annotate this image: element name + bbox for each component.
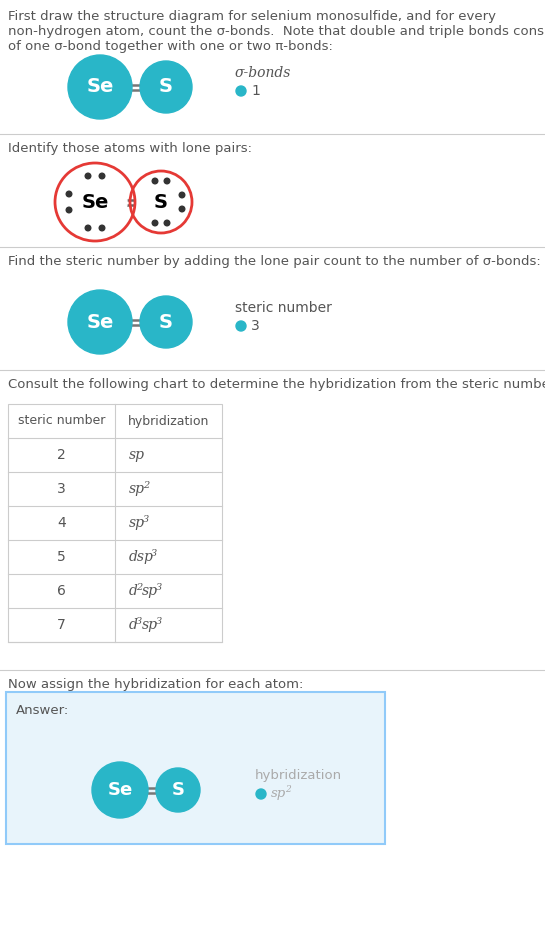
Text: Se: Se (81, 192, 108, 212)
Text: 5: 5 (57, 550, 66, 564)
Text: Se: Se (86, 77, 114, 96)
Text: 3: 3 (57, 482, 66, 496)
Text: steric number: steric number (235, 301, 332, 315)
Circle shape (156, 768, 200, 812)
FancyBboxPatch shape (6, 692, 385, 844)
Circle shape (179, 192, 185, 198)
Circle shape (135, 176, 187, 228)
Circle shape (66, 191, 72, 197)
Circle shape (99, 173, 105, 179)
Text: Find the steric number by adding the lone pair count to the number of σ-bonds:: Find the steric number by adding the lon… (8, 255, 541, 268)
Text: hybridization: hybridization (255, 770, 342, 783)
Text: Consult the following chart to determine the hybridization from the steric numbe: Consult the following chart to determine… (8, 378, 545, 391)
Text: Answer:: Answer: (16, 704, 69, 717)
Text: 2: 2 (57, 448, 66, 462)
Text: steric number: steric number (18, 414, 105, 428)
Text: non-hydrogen atom, count the σ-bonds.  Note that double and triple bonds consist: non-hydrogen atom, count the σ-bonds. No… (8, 25, 545, 38)
Text: 3: 3 (136, 616, 142, 625)
Text: d: d (129, 618, 138, 632)
Text: S: S (159, 77, 173, 96)
Circle shape (63, 170, 127, 234)
Text: 4: 4 (57, 516, 66, 530)
Text: 3: 3 (156, 616, 162, 625)
Circle shape (140, 296, 192, 348)
Text: 2: 2 (285, 786, 290, 794)
Text: sp: sp (129, 482, 145, 496)
Circle shape (68, 55, 132, 119)
Circle shape (164, 220, 170, 226)
Text: First draw the structure diagram for selenium monosulfide, and for every: First draw the structure diagram for sel… (8, 10, 496, 23)
Text: 3: 3 (156, 582, 162, 592)
Circle shape (140, 61, 192, 113)
Circle shape (68, 290, 132, 354)
Text: S: S (172, 781, 185, 799)
Circle shape (152, 178, 158, 184)
Text: 1: 1 (251, 84, 260, 98)
Text: d: d (129, 584, 138, 598)
Text: dsp: dsp (129, 550, 154, 564)
Text: Se: Se (86, 313, 114, 332)
Text: sp: sp (129, 516, 145, 530)
Circle shape (152, 220, 158, 226)
Circle shape (164, 178, 170, 184)
Circle shape (256, 789, 266, 799)
Circle shape (92, 762, 148, 818)
Text: Now assign the hybridization for each atom:: Now assign the hybridization for each at… (8, 678, 304, 691)
Circle shape (85, 225, 91, 231)
Text: 2: 2 (136, 582, 142, 592)
Text: 2: 2 (143, 480, 149, 490)
Text: 7: 7 (57, 618, 66, 632)
Text: sp: sp (271, 788, 286, 801)
Text: 3: 3 (143, 514, 149, 524)
Text: S: S (154, 192, 168, 212)
Text: sp: sp (142, 618, 158, 632)
Text: Se: Se (107, 781, 132, 799)
FancyBboxPatch shape (8, 404, 222, 642)
Text: sp: sp (129, 448, 145, 462)
Text: hybridization: hybridization (128, 414, 209, 428)
Circle shape (99, 225, 105, 231)
Text: S: S (159, 313, 173, 332)
Text: 3: 3 (151, 548, 158, 558)
Text: 3: 3 (251, 319, 260, 333)
Text: 6: 6 (57, 584, 66, 598)
Text: σ-bonds: σ-bonds (235, 66, 292, 80)
Text: sp: sp (142, 584, 158, 598)
Circle shape (236, 321, 246, 331)
Text: of one σ-bond together with one or two π-bonds:: of one σ-bond together with one or two π… (8, 40, 333, 53)
Text: Identify those atoms with lone pairs:: Identify those atoms with lone pairs: (8, 142, 252, 155)
Circle shape (66, 207, 72, 213)
Circle shape (179, 206, 185, 212)
Circle shape (236, 86, 246, 96)
Circle shape (85, 173, 91, 179)
